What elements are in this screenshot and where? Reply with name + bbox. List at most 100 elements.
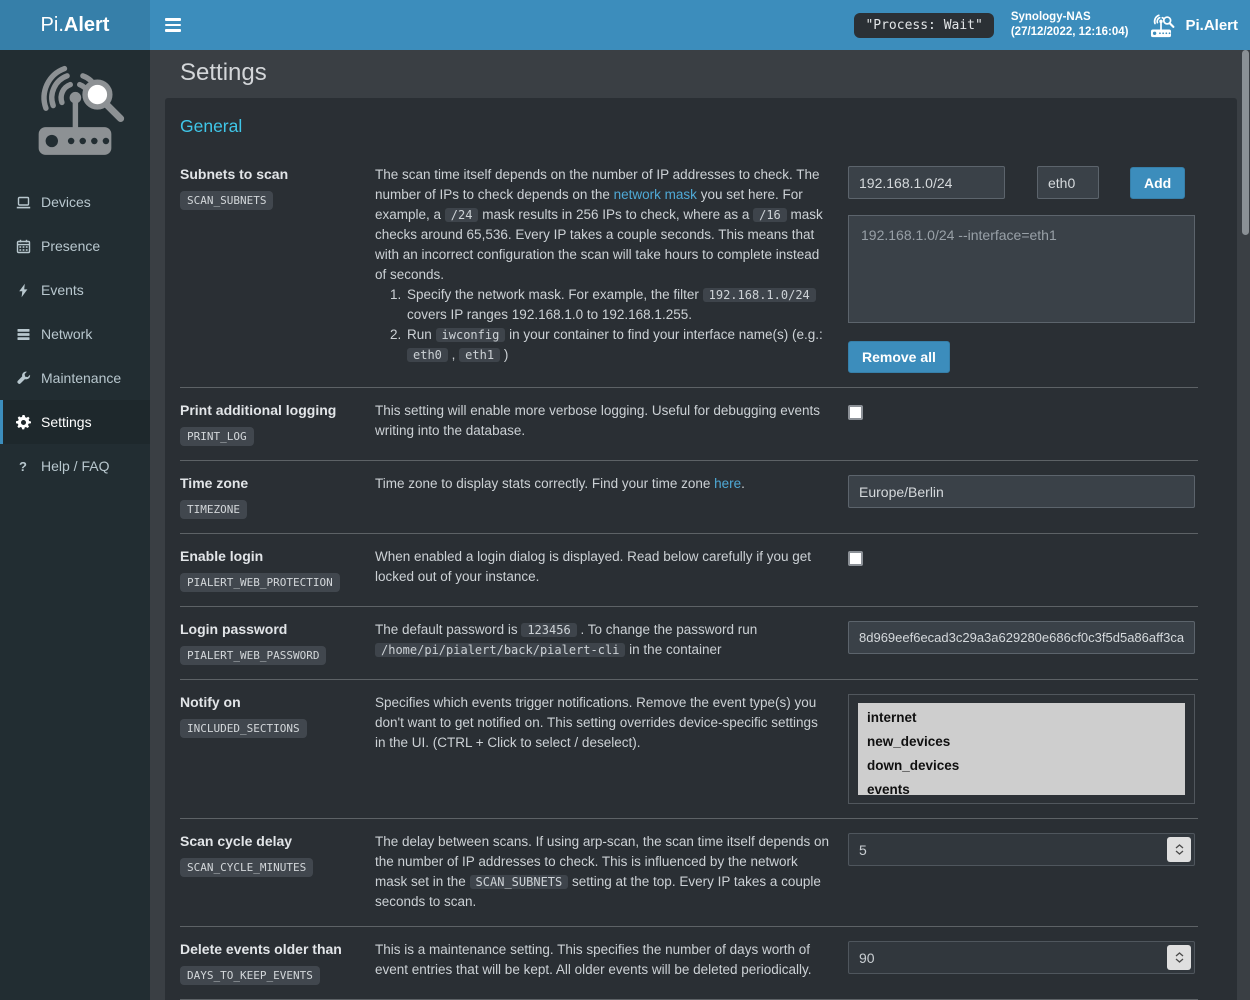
- sidebar-item-label: Network: [41, 326, 93, 342]
- setting-description: The delay between scans. If using arp-sc…: [375, 834, 830, 909]
- timezone-input[interactable]: [848, 475, 1195, 508]
- sidebar-menu: Devices Presence Events Network Maintena…: [0, 180, 150, 488]
- inline-code: /16: [753, 208, 787, 222]
- select-option[interactable]: new_devices: [867, 734, 951, 749]
- setting-code-badge: SCAN_CYCLE_MINUTES: [180, 858, 314, 877]
- days-to-keep-input[interactable]: [848, 941, 1195, 974]
- chevron-down-icon: [1175, 850, 1183, 855]
- section-header-general: General: [180, 116, 243, 136]
- hamburger-icon: [165, 18, 181, 21]
- sidebar-item-devices[interactable]: Devices: [0, 180, 150, 224]
- sidebar-item-label: Maintenance: [41, 370, 122, 386]
- sidebar-item-events[interactable]: Events: [0, 268, 150, 312]
- chevron-up-icon: [1175, 844, 1183, 849]
- setting-row-scan-subnets: Subnets to scan SCAN_SUBNETS The scan ti…: [180, 152, 1198, 387]
- app-logo[interactable]: Pi. Alert: [0, 0, 150, 50]
- question-icon: ?: [19, 458, 27, 474]
- inline-code: SCAN_SUBNETS: [469, 875, 569, 889]
- print-log-checkbox[interactable]: [848, 405, 863, 420]
- topbar-brand-label: Pi.Alert: [1185, 16, 1238, 34]
- inline-link[interactable]: here: [714, 476, 742, 491]
- inline-code: 192.168.1.0/24: [702, 288, 816, 302]
- setting-row-timezone: Time zone TIMEZONE Time zone to display …: [180, 460, 1198, 533]
- sidebar-item-label: Events: [41, 282, 84, 298]
- interface-input[interactable]: [1037, 166, 1099, 199]
- sidebar-item-label: Presence: [41, 238, 101, 254]
- sidebar-item-help-faq[interactable]: ? Help / FAQ: [0, 444, 150, 488]
- pialert-router-icon: [1151, 13, 1175, 37]
- subnet-input[interactable]: [848, 166, 1005, 199]
- setting-description: This is a maintenance setting. This spec…: [375, 942, 812, 977]
- app-logo-name: Alert: [63, 13, 110, 36]
- sidebar-item-label: Help / FAQ: [41, 458, 110, 474]
- sidebar-item-label: Devices: [41, 194, 91, 210]
- subnet-list[interactable]: 192.168.1.0/24 --interface=eth1: [848, 215, 1195, 323]
- process-status-badge: "Process: Wait": [854, 12, 994, 38]
- select-option[interactable]: 192.168.1.0/24 --interface=eth1: [861, 227, 1057, 243]
- scrollbar-thumb[interactable]: [1242, 50, 1249, 235]
- setting-description: The default password is 123456 . To chan…: [375, 622, 758, 657]
- sidebar-item-maintenance[interactable]: Maintenance: [0, 356, 150, 400]
- hamburger-icon: [165, 29, 181, 32]
- gear-icon: [15, 414, 31, 430]
- setting-row-notify-on: Notify on INCLUDED_SECTIONS Specifies wh…: [180, 679, 1198, 818]
- laptop-icon: [15, 195, 31, 210]
- setting-label: Notify on: [180, 694, 241, 710]
- inline-code: /home/pi/pialert/back/pialert-cli: [375, 643, 626, 657]
- enable-login-checkbox[interactable]: [848, 551, 863, 566]
- sidebar-item-label: Settings: [41, 414, 92, 430]
- page-scrollbar[interactable]: [1242, 50, 1249, 1000]
- setting-label: Login password: [180, 621, 288, 637]
- setting-description: When enabled a login dialog is displayed…: [375, 549, 812, 584]
- select-option[interactable]: internet: [867, 710, 917, 725]
- sidebar-logo: [0, 50, 150, 166]
- hamburger-icon: [165, 23, 181, 27]
- setting-code-badge: TIMEZONE: [180, 500, 247, 519]
- setting-code-badge: PIALERT_WEB_PASSWORD: [180, 646, 327, 665]
- setting-description: Specifies which events trigger notificat…: [375, 695, 818, 750]
- select-option[interactable]: events: [867, 782, 910, 795]
- chevron-down-icon: [1175, 958, 1183, 963]
- setting-description: Time zone to display stats correctly. Fi…: [375, 476, 745, 491]
- inline-code: 123456: [521, 623, 577, 637]
- number-stepper[interactable]: [1167, 837, 1191, 862]
- host-info: Synology-NAS (27/12/2022, 12:16:04): [1011, 10, 1129, 40]
- topbar-brand[interactable]: Pi.Alert: [1145, 12, 1238, 39]
- add-subnet-button[interactable]: Add: [1130, 166, 1186, 199]
- setting-label: Delete events older than: [180, 941, 342, 957]
- remove-all-subnets-button[interactable]: Remove all: [848, 341, 950, 373]
- setting-description: The scan time itself depends on the numb…: [375, 165, 848, 373]
- login-password-input[interactable]: [848, 621, 1195, 654]
- setting-row-days-to-keep-events: Delete events older than DAYS_TO_KEEP_EV…: [180, 926, 1198, 999]
- network-rack-icon: [15, 327, 31, 342]
- settings-panel-general: General Subnets to scan SCAN_SUBNETS The…: [165, 98, 1237, 1000]
- sidebar: Devices Presence Events Network Maintena…: [0, 50, 150, 1000]
- main-content: Settings General Subnets to scan SCAN_SU…: [150, 50, 1250, 1000]
- sidebar-toggle-button[interactable]: [150, 0, 196, 50]
- setting-label: Subnets to scan: [180, 166, 289, 182]
- sidebar-item-network[interactable]: Network: [0, 312, 150, 356]
- inline-code: iwconfig: [435, 328, 506, 342]
- inline-code: eth1: [459, 348, 501, 362]
- bolt-icon: [15, 283, 31, 298]
- scan-cycle-input[interactable]: [848, 833, 1195, 866]
- number-stepper[interactable]: [1167, 945, 1191, 970]
- host-timestamp: (27/12/2022, 12:16:04): [1010, 26, 1129, 38]
- wrench-icon: [15, 371, 31, 386]
- setting-description: This setting will enable more verbose lo…: [375, 403, 821, 438]
- setting-code-badge: PRINT_LOG: [180, 427, 254, 446]
- host-name: Synology-NAS: [1010, 11, 1091, 23]
- top-navbar: Pi. Alert "Process: Wait" Synology-NAS (2…: [0, 0, 1250, 50]
- setting-code-badge: PIALERT_WEB_PROTECTION: [180, 573, 340, 592]
- sidebar-item-presence[interactable]: Presence: [0, 224, 150, 268]
- inline-code: eth0: [407, 348, 448, 362]
- setting-label: Time zone: [180, 475, 249, 491]
- inline-code: /24: [444, 208, 479, 222]
- select-option[interactable]: down_devices: [867, 758, 960, 773]
- setting-code-badge: SCAN_SUBNETS: [180, 191, 274, 210]
- inline-link[interactable]: network mask: [613, 187, 697, 202]
- pialert-router-logo-icon: [38, 65, 125, 155]
- calendar-icon: [15, 239, 31, 254]
- sidebar-item-settings[interactable]: Settings: [0, 400, 150, 444]
